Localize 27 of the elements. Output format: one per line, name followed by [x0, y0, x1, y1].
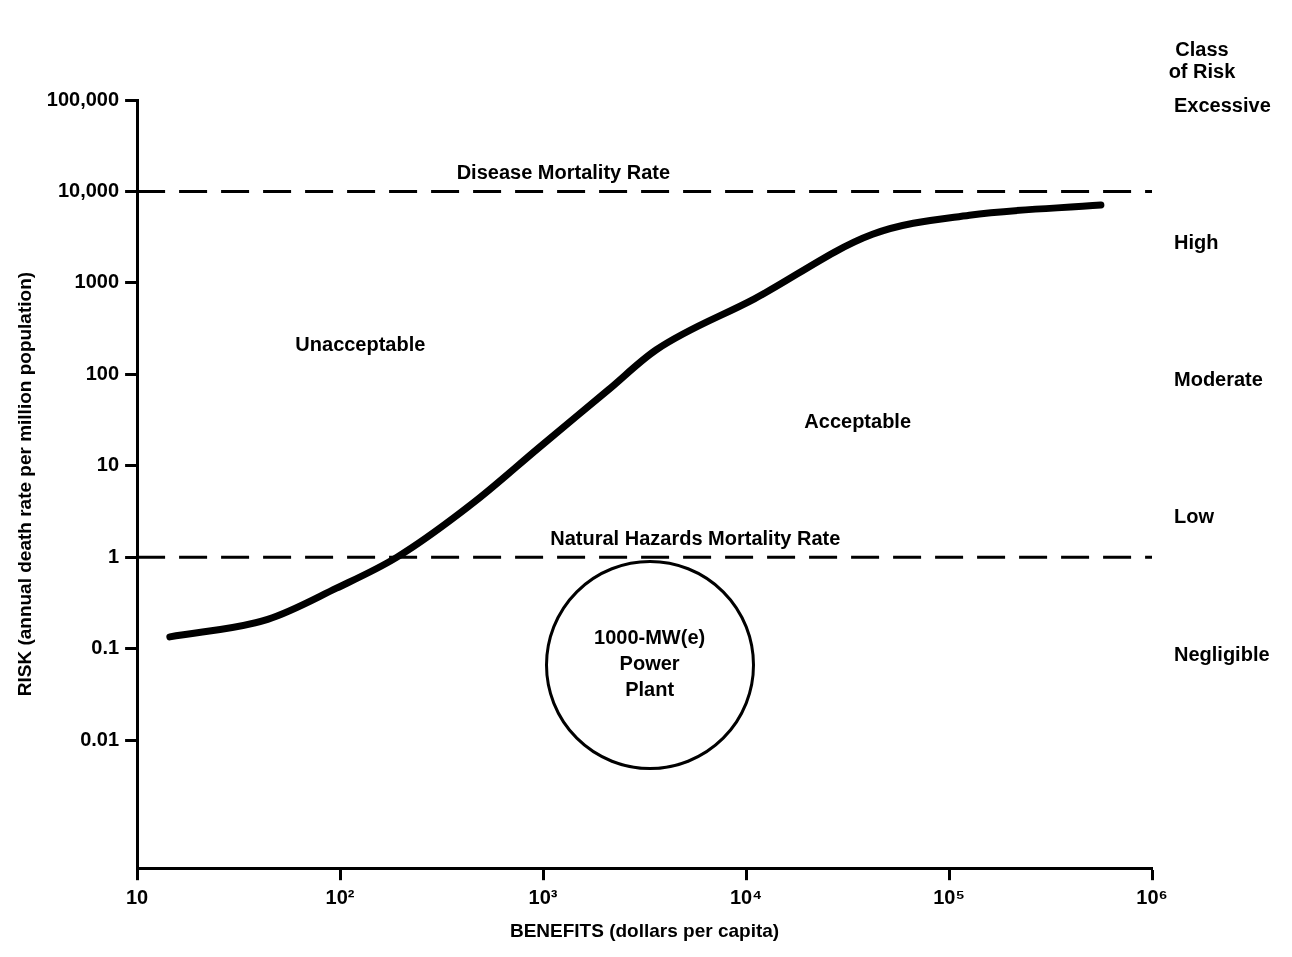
category-label: Low: [1174, 505, 1214, 528]
y-tick-label: 0.1: [91, 636, 120, 659]
x-tick-label: 10: [125, 885, 149, 908]
category-label: Excessive: [1174, 93, 1271, 116]
x-tick-label: 10⁶: [1136, 885, 1168, 908]
y-tick-label: 1000: [74, 270, 120, 293]
y-tick-label: 10: [96, 453, 120, 476]
annotation: Acceptable: [804, 410, 912, 433]
y-tick-label: 1: [107, 544, 120, 567]
y-axis-title: RISK (annual death rate per million population): [13, 271, 35, 697]
y2-axis-title: Class of Risk: [1167, 38, 1237, 82]
y-tick-label: 100,000: [46, 87, 120, 110]
ref-line-label: Disease Mortality Rate: [456, 160, 671, 183]
x-tick-label: 10⁴: [729, 885, 763, 908]
category-label: Moderate: [1174, 368, 1263, 391]
y-tick-label: 100: [85, 361, 120, 384]
annotation: Unacceptable: [295, 333, 426, 356]
x-tick-label: 10³: [528, 885, 558, 908]
y-tick-label: 0.01: [80, 727, 120, 750]
category-label: High: [1174, 230, 1219, 253]
y-tick-label: 10,000: [57, 178, 120, 201]
category-label: Negligible: [1174, 642, 1270, 665]
annotation: 1000-MW(e) Power Plant: [594, 626, 706, 701]
x-tick-label: 10⁵: [933, 885, 965, 908]
x-axis-title: BENEFITS (dollars per capita): [509, 919, 780, 941]
ref-line-label: Natural Hazards Mortality Rate: [550, 526, 841, 549]
x-tick-label: 10²: [325, 885, 355, 908]
